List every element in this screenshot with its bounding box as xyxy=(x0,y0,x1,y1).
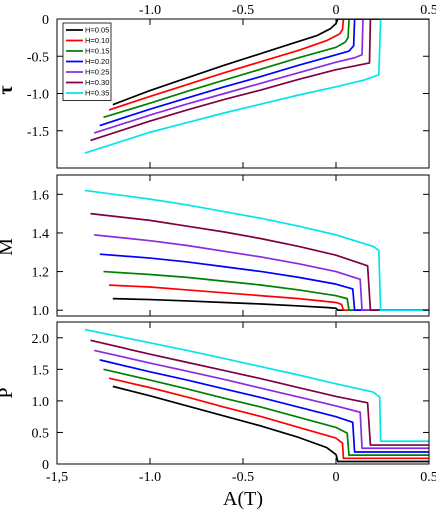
legend-label-h-0-20: H=0.20 xyxy=(85,57,109,66)
tau-series-h-0-05 xyxy=(112,19,429,106)
p-xlabel: A(T) xyxy=(223,488,263,510)
p-ytick-label: 1.5 xyxy=(32,363,50,378)
tau-xtick-label: -0.5 xyxy=(232,3,254,18)
p-xtick-label: 0.5 xyxy=(420,470,436,485)
m-ytick-label: 1.2 xyxy=(32,266,50,281)
m-series-h-0-10 xyxy=(109,284,429,312)
p-xtick-label: -0.5 xyxy=(232,470,254,485)
p-series-h-0-20 xyxy=(99,359,429,453)
tau-series-h-0-30 xyxy=(90,19,429,142)
p-series-h-0-30 xyxy=(90,339,429,446)
m-series-h-0-30 xyxy=(90,212,429,312)
p-series-h-0-25 xyxy=(94,349,429,450)
tau-xtick-label: -1.0 xyxy=(139,3,161,18)
tau-ytick-label: 0 xyxy=(42,13,49,28)
tau-series-h-0-10 xyxy=(108,19,429,111)
tau-series-h-0-35 xyxy=(84,19,429,154)
legend: H=0.05H=0.10 H=0.15H=0.20 H=0.25H=0.30 H=0.… xyxy=(62,22,112,101)
p-xtick-label: -1.0 xyxy=(139,470,161,485)
tau-xtick-label: 0 xyxy=(333,3,340,18)
p-ytick-label: 0.5 xyxy=(32,426,50,441)
panel-p: 0 0.5 1.0 1.5 2.0 -1,5 -1.0 -0.5 0 0.5 P A(T) xyxy=(0,321,436,510)
m-ytick-label: 1.6 xyxy=(32,188,50,203)
p-xtick-label: 0 xyxy=(333,470,340,485)
legend-label-h-0-05: H=0.05 xyxy=(85,26,109,35)
p-series-h-0-05 xyxy=(112,385,429,463)
panel-tau: 0-0.5-1.0-1.5-1.0-0.500.5τH=0.05H=0.10H=… xyxy=(0,3,436,169)
p-ytick-label: 0 xyxy=(42,458,49,473)
p-series-h-0-10 xyxy=(108,377,429,460)
p-ytick-label: 1.0 xyxy=(32,395,50,410)
tau-plot-frame xyxy=(56,18,430,169)
tau-xtick-label: 0.5 xyxy=(420,3,436,18)
tau-series-h-0-15 xyxy=(103,19,429,119)
legend-label-h-0-30: H=0.30 xyxy=(85,78,109,87)
p-series-h-0-15 xyxy=(103,368,429,457)
m-ytick-label: 1.4 xyxy=(32,227,50,242)
m-series-group xyxy=(84,189,429,312)
m-series-h-0-35 xyxy=(84,189,429,312)
m-ytick-label: 1.0 xyxy=(32,304,50,319)
m-ylabel: M xyxy=(0,238,17,256)
tau-ylabel: τ xyxy=(0,85,17,94)
p-series-group xyxy=(84,328,429,463)
tau-ytick-label: -0.5 xyxy=(27,50,49,65)
m-series-h-0-25 xyxy=(94,234,429,312)
tau-series-group xyxy=(84,19,429,154)
p-ytick-label: 2.0 xyxy=(32,332,50,347)
tau-series-h-0-25 xyxy=(93,19,429,134)
legend-label-h-0-35: H=0.35 xyxy=(85,89,109,98)
legend-label-h-0-25: H=0.25 xyxy=(85,68,109,77)
p-xtick-label: -1,5 xyxy=(46,470,68,485)
panel-m: 1.0 1.2 1.4 1.6 M xyxy=(0,174,430,319)
p-ylabel: P xyxy=(0,387,17,398)
m-series-h-0-20 xyxy=(99,253,429,312)
legend-label-h-0-15: H=0.15 xyxy=(85,47,109,56)
tau-ytick-label: -1.5 xyxy=(27,125,49,140)
m-series-h-0-15 xyxy=(103,270,429,312)
tau-ytick-label: -1.0 xyxy=(27,88,49,103)
tau-series-h-0-20 xyxy=(99,19,429,127)
m-series-h-0-05 xyxy=(112,297,429,312)
p-series-h-0-35 xyxy=(84,328,429,443)
legend-label-h-0-10: H=0.10 xyxy=(85,36,109,45)
